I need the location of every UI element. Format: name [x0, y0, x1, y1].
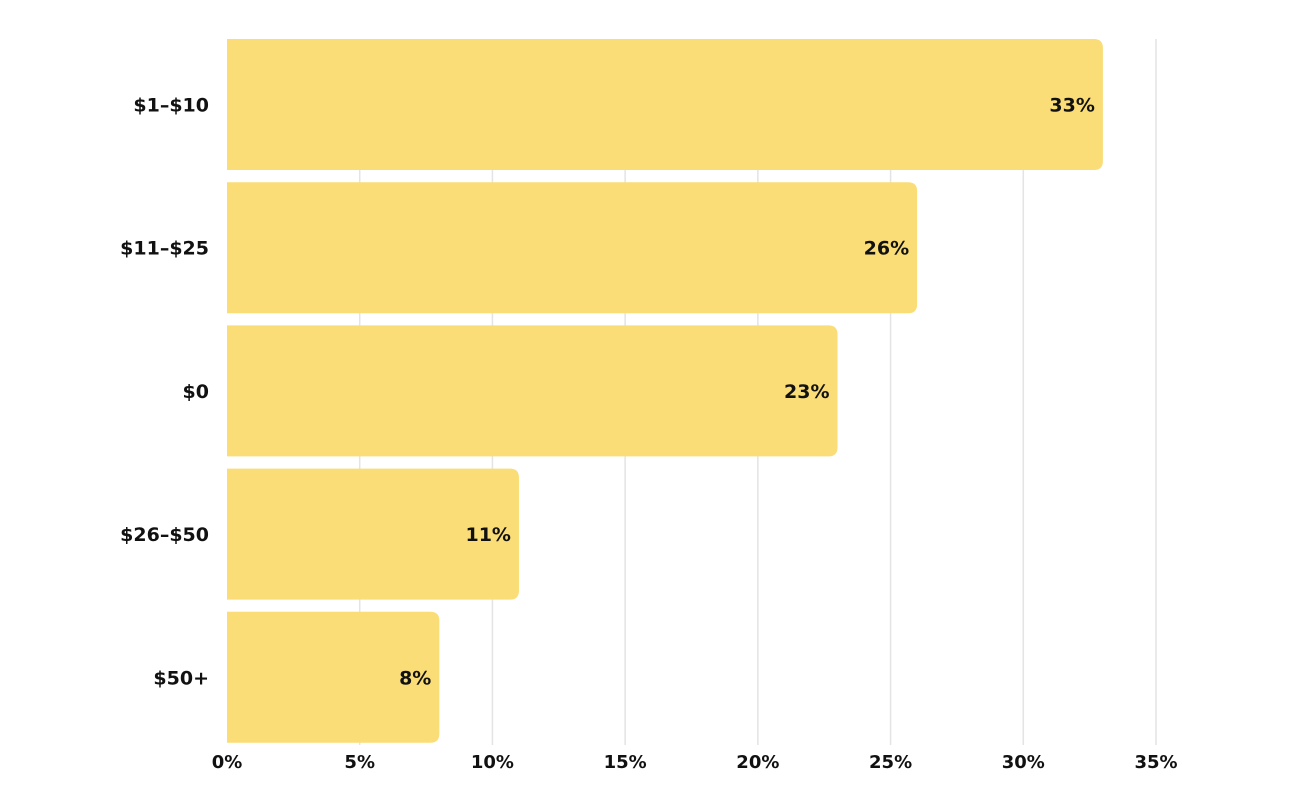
x-tick-label: 35%: [1134, 752, 1177, 773]
data-label: 33%: [1049, 95, 1094, 117]
category-label: $1–$10: [133, 95, 209, 117]
x-tick-label: 5%: [344, 752, 375, 773]
data-label: 23%: [784, 381, 829, 403]
category-label: $26–$50: [120, 524, 209, 546]
bar: [227, 325, 838, 457]
bars: [227, 39, 1103, 743]
x-tick-label: 30%: [1002, 752, 1045, 773]
data-label: 11%: [465, 524, 510, 546]
bar: [227, 468, 519, 600]
x-tick-label: 15%: [604, 752, 647, 773]
category-labels: $1–$10 $11–$25 $0 $26–$50 $50+: [120, 95, 209, 690]
bar: [227, 182, 918, 314]
x-tick-label: 20%: [736, 752, 779, 773]
category-label: $0: [183, 381, 209, 403]
category-label: $50+: [153, 667, 209, 689]
x-tick-label: 0%: [212, 752, 243, 773]
data-label: 8%: [399, 667, 431, 689]
x-tick-labels: 0% 5% 10% 15% 20% 25% 30% 35%: [212, 752, 1178, 773]
x-tick-label: 10%: [471, 752, 514, 773]
bar: [227, 611, 440, 743]
category-label: $11–$25: [120, 238, 209, 260]
bar: [227, 39, 1103, 170]
data-label: 26%: [864, 238, 909, 260]
value-labels: 33% 26% 23% 11% 8%: [399, 95, 1095, 690]
x-tick-label: 25%: [869, 752, 912, 773]
